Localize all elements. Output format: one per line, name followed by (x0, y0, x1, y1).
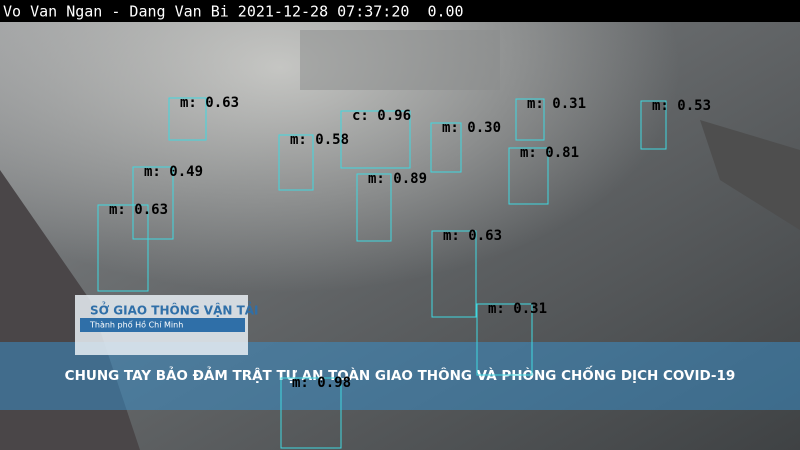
detection-box (640, 100, 667, 150)
logo-stripe (80, 318, 245, 332)
detection-label: m: 0.63 (443, 228, 502, 244)
detection-box (132, 166, 174, 240)
detection-label: m: 0.63 (109, 202, 168, 218)
header-bar (0, 0, 800, 22)
detection-box (431, 230, 477, 318)
buildings (300, 30, 500, 90)
detection-label: c: 0.96 (352, 108, 411, 124)
detection-box (476, 303, 533, 376)
detection-label: m: 0.58 (290, 132, 349, 148)
detection-label: m: 0.30 (442, 120, 501, 136)
detection-box (97, 204, 149, 292)
detection-box (356, 173, 392, 242)
header-text: Vo Van Ngan - Dang Van Bi 2021-12-28 07:… (3, 3, 464, 21)
detection-label: m: 0.53 (652, 98, 711, 114)
detection-box (430, 122, 462, 173)
logo-subtitle: Thành phố Hồ Chí Minh (89, 320, 183, 330)
detection-label: m: 0.63 (180, 95, 239, 111)
detection-box (515, 98, 545, 141)
banner-text: CHUNG TAY BẢO ĐẢM TRẬT TỰ AN TOÀN GIAO T… (65, 364, 736, 384)
detection-label: m: 0.81 (520, 145, 579, 161)
detection-label: m: 0.31 (488, 301, 547, 317)
detection-label: m: 0.31 (527, 96, 586, 112)
detection-box (280, 377, 342, 449)
detection-box (340, 110, 411, 169)
detection-box (278, 134, 314, 191)
logo-title: SỞ GIAO THÔNG VẬN TẢI (90, 302, 259, 318)
detection-label: m: 0.49 (144, 164, 203, 180)
detection-label: m: 0.98 (292, 375, 351, 391)
detections: m: 0.63 c: 0.96 m: 0.30 m: 0.31 m: 0.53 m: 0.… (97, 95, 711, 449)
detection-box (168, 97, 207, 141)
sidewalk-right (700, 120, 800, 230)
detection-box (508, 147, 549, 205)
detection-label: m: 0.89 (368, 171, 427, 187)
